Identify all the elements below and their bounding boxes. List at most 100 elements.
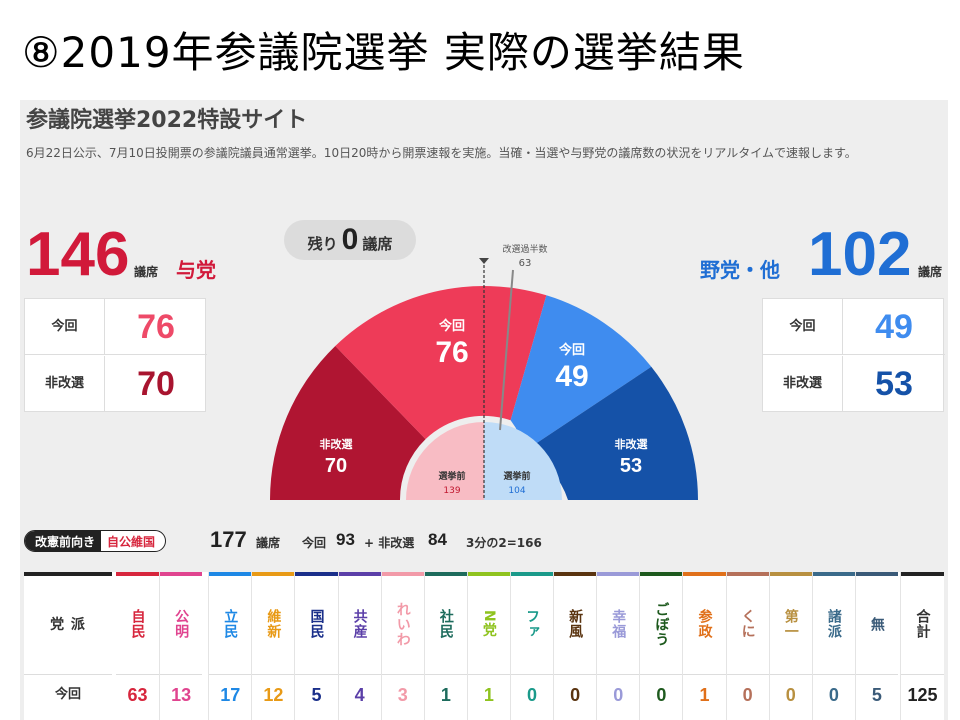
party-color-cap [683, 572, 726, 576]
opposition-noncontest-label: 非改選 [763, 356, 843, 412]
column-cap [901, 572, 944, 576]
party-seat-count: 1 [467, 674, 510, 714]
opposition-total-unit: 議席 [918, 265, 943, 279]
before-opposition-label: 選挙前 [503, 470, 530, 482]
party-color-cap [467, 572, 510, 576]
opposition-noncontest-arc-value: 53 [620, 455, 642, 477]
arc-opposition-current [510, 295, 652, 451]
ruling-noncontest-arc-label: 非改選 [320, 437, 353, 451]
party-name: 共産 [351, 609, 368, 639]
party-seat-count: 0 [812, 674, 855, 714]
party-column: 社民 1 [423, 572, 467, 720]
before-opposition-area [484, 422, 562, 500]
party-name: 諸派 [825, 609, 842, 639]
party-name: 幸福 [610, 609, 627, 639]
party-color-cap [640, 572, 683, 576]
party-color-cap [812, 572, 855, 576]
arc-ruling-current [335, 285, 547, 440]
party-color-cap [855, 572, 898, 576]
site-title: 参議院選挙2022特設サイト [26, 108, 308, 133]
party-name: 立民 [222, 609, 239, 639]
ruling-noncontest-arc-value: 70 [325, 455, 347, 477]
arc-opposition-noncontest [525, 366, 698, 500]
party-seat-count: 13 [160, 674, 203, 714]
party-seat-count: 4 [338, 674, 381, 714]
majority-label: 改選過半数 [502, 243, 547, 255]
party-seat-count: 0 [640, 674, 683, 714]
remaining-prefix: 残り [307, 235, 338, 253]
amendment-two-thirds: 3分の2=166 [466, 536, 542, 550]
table-header-column: 党 派 今回 [24, 572, 112, 720]
opposition-current-value: 49 [875, 308, 913, 346]
party-seat-count: 17 [209, 674, 252, 714]
total-column: 合計 125 [900, 572, 944, 720]
amendment-current-label: 今回 [302, 536, 327, 550]
ruling-current-row: 今回 76 [25, 299, 207, 355]
party-seat-count: 0 [511, 674, 554, 714]
ruling-noncontest-row: 非改選 70 [25, 356, 207, 412]
remaining-seats-badge: 残り 0 議席 [284, 220, 416, 260]
amendment-seats-unit: 議席 [256, 536, 281, 550]
center-marker-icon [479, 258, 489, 264]
ruling-total-unit: 議席 [134, 265, 159, 279]
party-column: ファ 0 [510, 572, 554, 720]
party-seat-count: 0 [597, 674, 640, 714]
total-value: 125 [901, 674, 944, 714]
party-name: くに [739, 609, 756, 639]
party-color-cap [726, 572, 769, 576]
opposition-current-label: 今回 [763, 299, 843, 355]
party-name: ごぼう [653, 601, 670, 647]
party-column: 共産 4 [337, 572, 381, 720]
party-name: 第一 [782, 609, 799, 639]
remaining-suffix: 議席 [362, 235, 393, 253]
party-color-cap [554, 572, 597, 576]
party-column: 国民 5 [294, 572, 338, 720]
party-name: 自民 [129, 609, 146, 639]
slide-title: ⑧2019年参議院選挙 実際の選挙結果 [22, 28, 745, 77]
row-label: 今回 [24, 674, 112, 714]
ruling-noncontest-value: 70 [137, 365, 175, 403]
party-column: 幸福 0 [596, 572, 640, 720]
party-color-cap [338, 572, 381, 576]
party-name: 国民 [308, 609, 325, 639]
ruling-label: 与党 [176, 258, 216, 282]
party-color-cap [769, 572, 812, 576]
opposition-current-arc-label: 今回 [558, 342, 585, 358]
total-header-label: 合計 [914, 609, 931, 639]
party-color-cap [295, 572, 338, 576]
party-color-cap [209, 572, 252, 576]
ruling-current-value: 76 [137, 308, 175, 346]
majority-value: 63 [519, 258, 532, 269]
opposition-noncontest-row: 非改選 53 [763, 356, 945, 412]
party-seat-count: 63 [116, 674, 160, 714]
opposition-stats: 今回 49 非改選 53 [762, 298, 945, 412]
amendment-noncontest-value: 84 [428, 530, 447, 549]
ruling-current-arc-value: 76 [435, 336, 468, 369]
amendment-current-value: 93 [336, 530, 355, 549]
party-seat-count: 0 [769, 674, 812, 714]
majority-line [499, 269, 514, 431]
party-column: 参政 1 [682, 572, 726, 720]
amendment-summary: 改憲前向き 自公維国 177 議席 今回 93 + 非改選 84 3分の2=166 [20, 524, 948, 554]
site-description: 6月22日公示、7月10日投開票の参議院議員通常選挙。10日20時から開票速報を… [26, 146, 857, 160]
ruling-stats: 今回 76 非改選 70 [24, 298, 207, 412]
party-seat-count: 12 [252, 674, 295, 714]
amendment-pill-parties: 自公維国 [107, 535, 156, 549]
party-column: 公明 13 [159, 572, 203, 720]
party-column: 維新 12 [251, 572, 295, 720]
party-color-cap [160, 572, 203, 576]
party-name: N党 [480, 610, 497, 638]
party-seat-count: 5 [855, 674, 898, 714]
party-color-cap [511, 572, 554, 576]
party-name: ファ [524, 609, 541, 639]
opposition-total: 102 [808, 220, 912, 289]
party-seat-count: 0 [726, 674, 769, 714]
party-color-cap [424, 572, 467, 576]
opposition-label: 野党・他 [700, 258, 780, 282]
election-panel: 参議院選挙2022特設サイト 6月22日公示、7月10日投開票の参議院議員通常選… [20, 100, 948, 720]
party-name: れいわ [394, 601, 411, 647]
party-column: ごぼう 0 [639, 572, 683, 720]
party-column: くに 0 [725, 572, 769, 720]
party-name: 公明 [173, 609, 190, 639]
